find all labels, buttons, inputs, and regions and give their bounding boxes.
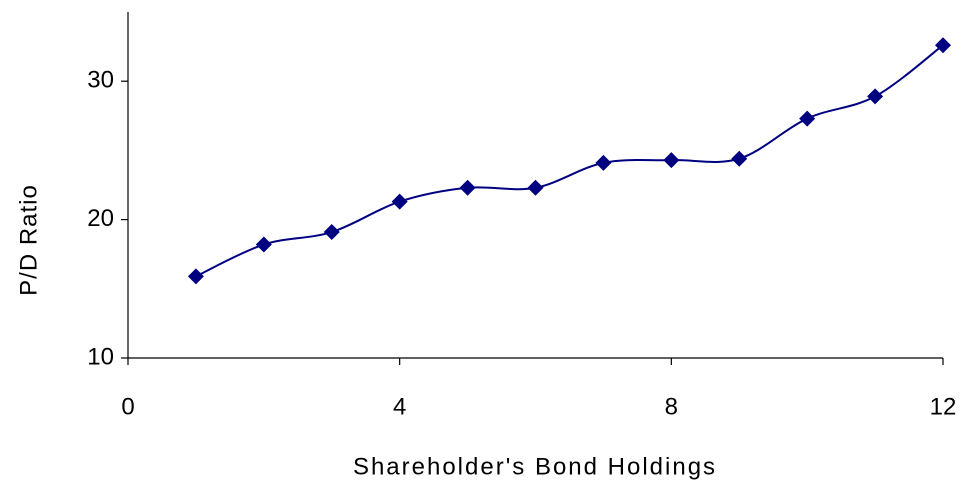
marker <box>867 88 884 105</box>
marker <box>391 193 408 210</box>
y-axis-label: P/D Ratio <box>15 184 42 296</box>
marker <box>731 150 748 167</box>
marker <box>323 224 340 241</box>
marker <box>935 37 951 54</box>
marker <box>527 179 544 196</box>
y-tick-label: 20 <box>87 205 114 232</box>
marker <box>459 179 476 196</box>
x-axis-label: Shareholder's Bond Holdings <box>353 453 717 480</box>
x-tick-label: 0 <box>121 393 134 420</box>
marker <box>663 152 680 169</box>
marker <box>595 154 612 171</box>
x-tick-label: 8 <box>665 393 678 420</box>
marker <box>799 110 816 127</box>
marker <box>255 236 272 253</box>
y-tick-label: 10 <box>87 343 114 370</box>
x-tick-label: 12 <box>930 393 957 420</box>
x-tick-label: 4 <box>393 393 406 420</box>
y-tick-label: 30 <box>87 67 114 94</box>
marker <box>187 268 204 285</box>
series-line <box>195 44 944 278</box>
